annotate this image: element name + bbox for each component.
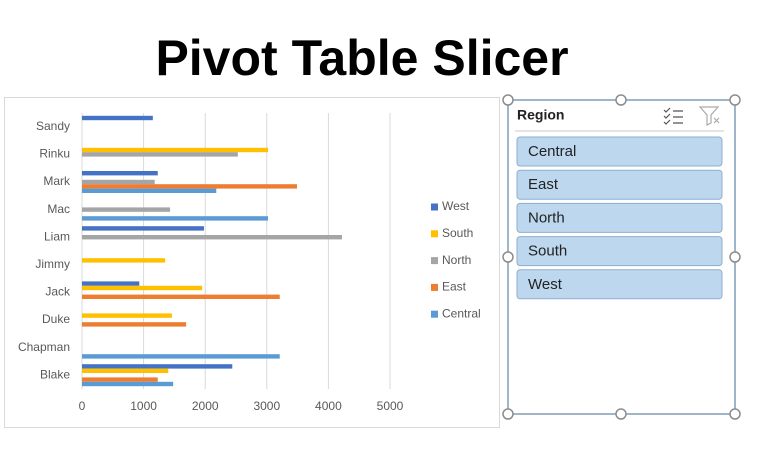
bar — [82, 313, 172, 318]
legend-label: North — [442, 253, 471, 267]
bar — [82, 258, 166, 263]
page-title: Pivot Table Slicer — [155, 30, 568, 86]
y-tick-label: Mark — [43, 174, 71, 188]
y-tick-label: Mac — [47, 202, 70, 216]
y-tick-label: Chapman — [18, 340, 70, 354]
bar — [82, 216, 269, 221]
bar — [82, 152, 238, 157]
bar — [82, 147, 269, 153]
legend-label: Central — [442, 306, 481, 320]
slicer-button[interactable] — [516, 202, 723, 233]
legend-label: East — [442, 280, 467, 294]
slicer-button-label: East — [528, 176, 559, 193]
legend-marker — [431, 230, 438, 238]
bar — [82, 115, 153, 121]
x-tick-label: 1000 — [130, 399, 157, 413]
slicer-items: Central East North South West — [516, 136, 723, 300]
legend-marker — [431, 203, 438, 211]
slicer-button[interactable] — [516, 169, 723, 200]
bar — [82, 281, 140, 286]
y-tick-label: Sandy — [36, 119, 70, 133]
legend-marker — [431, 257, 438, 265]
x-tick-label: 5000 — [377, 399, 404, 413]
bar — [82, 294, 280, 299]
bar — [82, 235, 342, 240]
multi-select-icon[interactable] — [663, 107, 683, 125]
bar — [82, 188, 217, 193]
bar — [82, 364, 233, 369]
x-tick-label: 4000 — [315, 399, 342, 413]
x-tick-label: 3000 — [253, 399, 280, 413]
slicer-button-label: Central — [528, 143, 576, 160]
bar — [82, 207, 171, 212]
bar — [82, 171, 158, 176]
x-tick-label: 0 — [79, 399, 86, 413]
selection-handles — [502, 94, 741, 420]
bar — [82, 184, 297, 189]
bar — [82, 377, 158, 382]
slicer-button-label: West — [528, 276, 563, 293]
bar — [82, 354, 280, 359]
slicer-header: Region — [517, 107, 564, 123]
y-tick-label: Duke — [42, 312, 70, 326]
bar — [82, 226, 204, 231]
y-tick-label: Rinku — [39, 147, 70, 161]
y-tick-label: Liam — [44, 229, 70, 243]
slicer-button-label: South — [528, 243, 567, 260]
y-tick-label: Jack — [45, 285, 71, 299]
slicer-button[interactable] — [516, 236, 723, 267]
bar — [82, 368, 169, 373]
x-tick-label: 2000 — [192, 399, 219, 413]
bar — [82, 179, 155, 185]
chart-area — [4, 97, 500, 428]
bar — [82, 285, 203, 291]
y-tick-label: Jimmy — [35, 257, 70, 271]
slicer-button[interactable] — [516, 269, 723, 300]
bar — [82, 381, 174, 387]
legend-marker — [431, 310, 438, 318]
slicer-button-label: North — [528, 209, 565, 226]
legend-marker — [431, 283, 438, 291]
legend-label: West — [442, 199, 470, 213]
bar — [82, 322, 187, 327]
y-tick-label: Blake — [40, 367, 70, 381]
chart: 0 1000 2000 3000 4000 5000 Sandy Rinku Mark Mac Li… — [18, 113, 481, 413]
clear-filter-icon[interactable] — [698, 106, 720, 126]
slicer-button[interactable] — [516, 136, 723, 167]
legend-label: South — [442, 226, 473, 240]
